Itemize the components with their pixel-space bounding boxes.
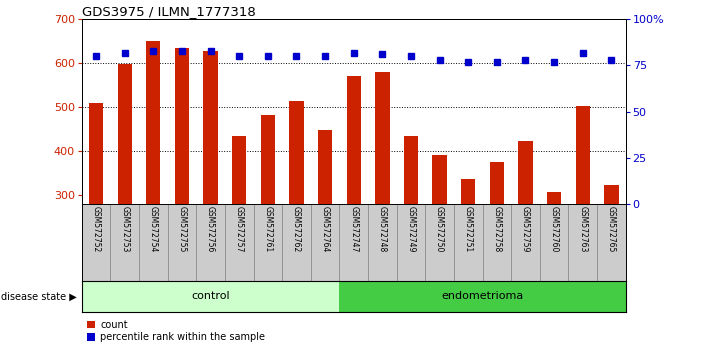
Bar: [461, 179, 476, 204]
Text: GSM572747: GSM572747: [349, 206, 358, 252]
Text: GSM572756: GSM572756: [206, 206, 215, 252]
Bar: [289, 101, 304, 204]
Text: GDS3975 / ILMN_1777318: GDS3975 / ILMN_1777318: [82, 5, 255, 18]
Bar: [511, 204, 540, 281]
Bar: [547, 192, 561, 204]
Bar: [117, 64, 132, 204]
Bar: [425, 204, 454, 281]
Text: endometrioma: endometrioma: [442, 291, 524, 302]
Bar: [232, 137, 247, 204]
Bar: [454, 204, 483, 281]
Text: GSM572764: GSM572764: [321, 206, 330, 252]
Text: GSM572751: GSM572751: [464, 206, 473, 252]
Bar: [261, 115, 275, 204]
Bar: [540, 204, 568, 281]
Bar: [110, 204, 139, 281]
Text: GSM572752: GSM572752: [92, 206, 100, 252]
Bar: [339, 281, 626, 312]
Text: GSM572761: GSM572761: [263, 206, 272, 252]
Bar: [483, 204, 511, 281]
Text: disease state ▶: disease state ▶: [1, 291, 77, 302]
Text: GSM572749: GSM572749: [407, 206, 415, 252]
Bar: [346, 76, 361, 204]
Bar: [282, 204, 311, 281]
Text: GSM572755: GSM572755: [178, 206, 186, 252]
Bar: [568, 204, 597, 281]
Bar: [146, 41, 161, 204]
Bar: [89, 103, 103, 204]
Bar: [518, 141, 533, 204]
Text: GSM572757: GSM572757: [235, 206, 244, 252]
Text: control: control: [191, 291, 230, 302]
Bar: [311, 204, 339, 281]
Bar: [254, 204, 282, 281]
Bar: [175, 48, 189, 204]
Bar: [597, 204, 626, 281]
Text: GSM572759: GSM572759: [521, 206, 530, 252]
Text: GSM572765: GSM572765: [607, 206, 616, 252]
Bar: [368, 204, 397, 281]
Bar: [397, 204, 425, 281]
Bar: [139, 204, 168, 281]
Bar: [318, 130, 332, 204]
Text: GSM572750: GSM572750: [435, 206, 444, 252]
Bar: [404, 137, 418, 204]
Bar: [196, 204, 225, 281]
Bar: [432, 155, 447, 204]
Text: GSM572753: GSM572753: [120, 206, 129, 252]
Text: GSM572763: GSM572763: [578, 206, 587, 252]
Legend: count, percentile rank within the sample: count, percentile rank within the sample: [87, 320, 265, 342]
Bar: [375, 72, 390, 204]
Bar: [168, 204, 196, 281]
Text: GSM572748: GSM572748: [378, 206, 387, 252]
Text: GSM572758: GSM572758: [492, 206, 501, 252]
Text: GSM572762: GSM572762: [292, 206, 301, 252]
Text: GSM572754: GSM572754: [149, 206, 158, 252]
Bar: [203, 51, 218, 204]
Bar: [490, 162, 504, 204]
Text: GSM572760: GSM572760: [550, 206, 559, 252]
Bar: [82, 281, 339, 312]
Bar: [82, 204, 110, 281]
Bar: [339, 204, 368, 281]
Bar: [225, 204, 254, 281]
Bar: [604, 185, 619, 204]
Bar: [576, 106, 590, 204]
